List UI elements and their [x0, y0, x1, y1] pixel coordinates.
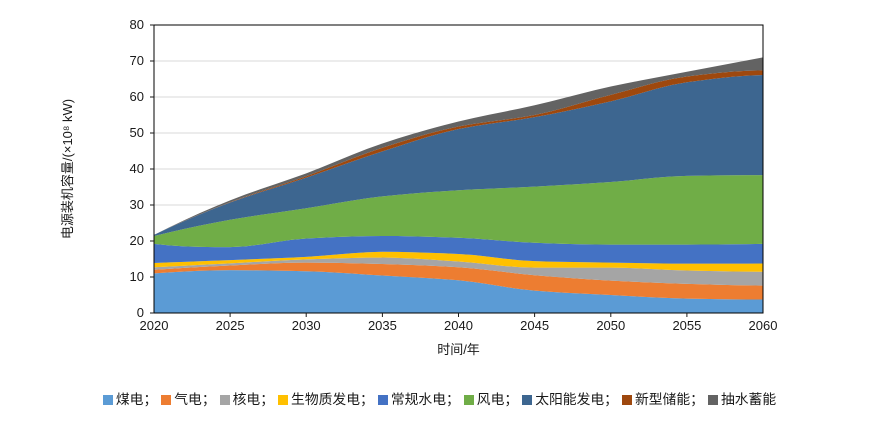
svg-text:20: 20 — [130, 233, 144, 248]
svg-text:60: 60 — [130, 89, 144, 104]
svg-text:2025: 2025 — [216, 318, 245, 333]
svg-text:70: 70 — [130, 53, 144, 68]
svg-text:10: 10 — [130, 269, 144, 284]
svg-text:2040: 2040 — [444, 318, 473, 333]
svg-text:2050: 2050 — [596, 318, 625, 333]
svg-text:时间/年: 时间/年 — [437, 342, 480, 357]
svg-text:80: 80 — [130, 17, 144, 32]
svg-text:2030: 2030 — [292, 318, 321, 333]
svg-text:2055: 2055 — [672, 318, 701, 333]
svg-text:40: 40 — [130, 161, 144, 176]
svg-text:30: 30 — [130, 197, 144, 212]
svg-text:50: 50 — [130, 125, 144, 140]
svg-text:2045: 2045 — [520, 318, 549, 333]
svg-text:2020: 2020 — [140, 318, 169, 333]
svg-text:2035: 2035 — [368, 318, 397, 333]
svg-text:2060: 2060 — [749, 318, 778, 333]
svg-text:电源装机容量/(×10⁸ kW): 电源装机容量/(×10⁸ kW) — [60, 99, 75, 239]
